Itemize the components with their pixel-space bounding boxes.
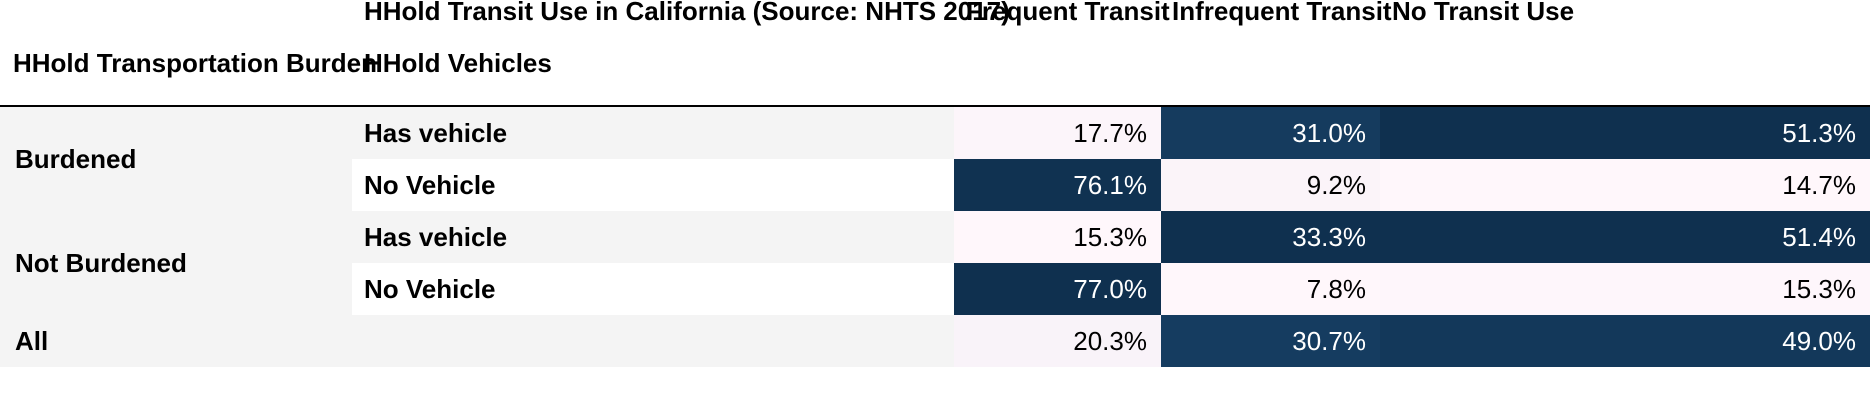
vehicle-label: Has vehicle bbox=[352, 107, 954, 159]
heatmap-cell: 76.1% bbox=[954, 159, 1161, 211]
col-header-infrequent: Infrequent Transit bbox=[1172, 0, 1392, 26]
group-label: Burdened bbox=[0, 107, 352, 211]
vehicle-label bbox=[352, 315, 954, 367]
vehicle-label: Has vehicle bbox=[352, 211, 954, 263]
heatmap-cell: 77.0% bbox=[954, 263, 1161, 315]
col-header-no-transit: No Transit Use bbox=[1392, 0, 1575, 26]
heatmap-cell: 51.3% bbox=[1380, 107, 1870, 159]
table-title: HHold Transit Use in California (Source:… bbox=[364, 0, 1010, 26]
heatmap-cell: 31.0% bbox=[1161, 107, 1380, 159]
heatmap-cell: 49.0% bbox=[1380, 315, 1870, 367]
index-header-burden: HHold Transportation Burden bbox=[13, 48, 377, 78]
heatmap-cell: 14.7% bbox=[1380, 159, 1870, 211]
heatmap-cell: 7.8% bbox=[1161, 263, 1380, 315]
heatmap-cell: 33.3% bbox=[1161, 211, 1380, 263]
heatmap-cell: 51.4% bbox=[1380, 211, 1870, 263]
heatmap-cell: 20.3% bbox=[954, 315, 1161, 367]
group-label: Not Burdened bbox=[0, 211, 352, 315]
heatmap-cell: 9.2% bbox=[1161, 159, 1380, 211]
index-header-vehicles: HHold Vehicles bbox=[364, 48, 552, 78]
group-label: All bbox=[0, 315, 352, 367]
heatmap-cell: 17.7% bbox=[954, 107, 1161, 159]
header-rule bbox=[0, 105, 1870, 107]
heatmap-cell: 15.3% bbox=[954, 211, 1161, 263]
vehicle-label: No Vehicle bbox=[352, 263, 954, 315]
col-header-frequent: Frequent Transit bbox=[966, 0, 1170, 26]
heatmap-cell: 30.7% bbox=[1161, 315, 1380, 367]
heatmap-cell: 15.3% bbox=[1380, 263, 1870, 315]
vehicle-label: No Vehicle bbox=[352, 159, 954, 211]
